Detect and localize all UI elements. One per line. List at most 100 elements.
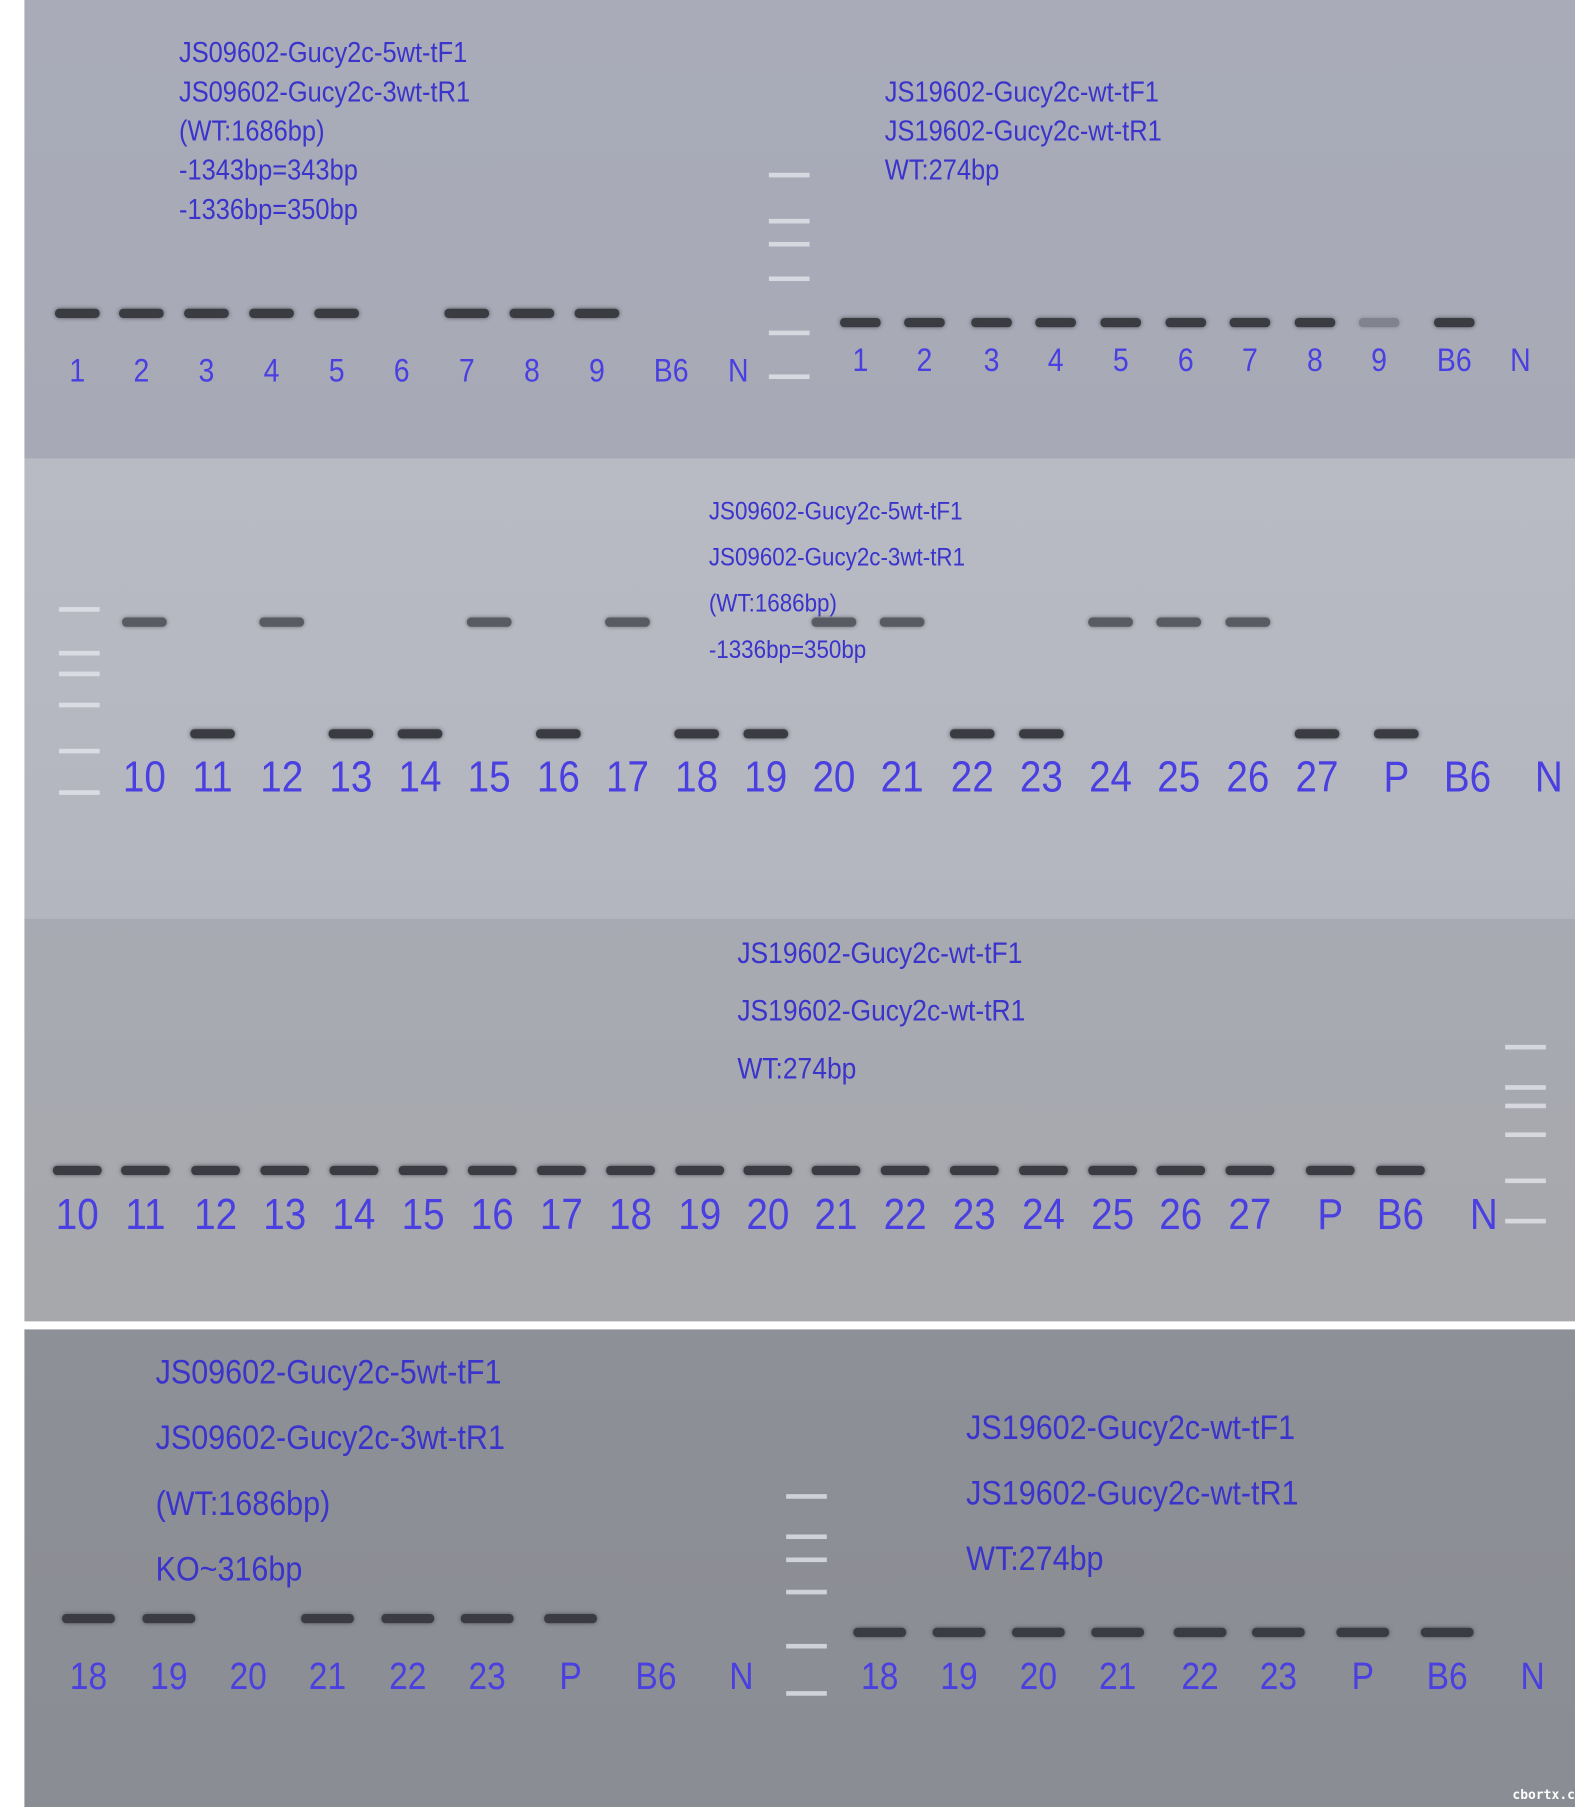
dna-band <box>301 1613 354 1624</box>
ladder-band <box>1505 1103 1546 1109</box>
primer-annotation: JS19602-Gucy2c-wt-tF1 <box>966 1408 1296 1447</box>
lane-label: 15 <box>467 753 511 802</box>
ladder-band <box>768 241 810 247</box>
lane-label: 11 <box>192 753 233 802</box>
lane-label: 23 <box>1259 1654 1298 1697</box>
ladder-band <box>1505 1085 1546 1090</box>
lane-label: 5 <box>328 352 345 389</box>
gel-panel-3 <box>24 918 1575 1322</box>
dna-band <box>54 308 100 318</box>
lane-label: 26 <box>1226 753 1270 802</box>
dna-band <box>1433 317 1475 328</box>
dna-band <box>191 1165 241 1176</box>
lane-label: P <box>1383 753 1410 802</box>
dna-band <box>840 317 881 328</box>
lane-label: P <box>1317 1191 1344 1240</box>
dna-band <box>1035 317 1076 328</box>
dna-band <box>1100 317 1142 328</box>
primer-annotation: JS09602-Gucy2c-3wt-tR1 <box>178 76 471 109</box>
ladder-band <box>768 374 810 380</box>
dna-band <box>1091 1627 1145 1637</box>
dna-band <box>1373 729 1419 739</box>
lane-label: N <box>729 1654 754 1697</box>
dna-band <box>142 1613 196 1624</box>
dna-band <box>1294 317 1336 328</box>
ladder-band <box>58 671 100 677</box>
ladder-band <box>1505 1178 1546 1184</box>
dna-band <box>880 1165 930 1176</box>
dna-band <box>879 617 925 627</box>
gel-panel-4 <box>24 1329 1575 1807</box>
primer-annotation: WT:274bp <box>737 1050 857 1086</box>
lane-label: 1 <box>852 342 869 378</box>
ladder-band <box>786 1691 827 1696</box>
lane-label: 6 <box>1177 342 1194 378</box>
dna-band <box>1225 617 1271 627</box>
lane-label: N <box>1520 1654 1545 1697</box>
primer-annotation: JS19602-Gucy2c-wt-tR1 <box>884 115 1162 148</box>
lane-label: 20 <box>229 1654 267 1697</box>
primer-annotation: -1336bp=350bp <box>708 634 867 664</box>
ladder-band <box>1505 1218 1546 1224</box>
dna-band <box>314 308 360 318</box>
dna-band <box>184 308 229 318</box>
lane-label: 3 <box>983 342 1000 378</box>
lane-label: 22 <box>389 1654 427 1697</box>
lane-label: N <box>1534 753 1563 802</box>
dna-band <box>605 617 650 627</box>
lane-label: 2 <box>916 342 933 378</box>
dna-band <box>1019 1165 1068 1176</box>
lane-label: 27 <box>1295 753 1339 802</box>
dna-band <box>949 1165 999 1176</box>
ladder-band <box>58 748 100 754</box>
primer-annotation: JS09602-Gucy2c-3wt-tR1 <box>708 542 966 572</box>
lane-label: B6 <box>1443 753 1492 802</box>
ladder-band <box>58 790 100 795</box>
ladder-band <box>786 1534 827 1540</box>
lane-label: 9 <box>1371 342 1387 378</box>
lane-label: 11 <box>125 1191 166 1240</box>
primer-annotation: KO~316bp <box>155 1550 303 1589</box>
lane-label: 21 <box>880 753 924 802</box>
dna-band <box>259 617 305 627</box>
dna-band <box>397 729 443 739</box>
ladder-band <box>1505 1132 1546 1138</box>
ladder-band <box>768 330 810 336</box>
lane-label: 7 <box>458 352 475 389</box>
primer-annotation: JS19602-Gucy2c-wt-tF1 <box>737 935 1023 970</box>
primer-annotation: -1336bp=350bp <box>178 193 358 226</box>
lane-label: 6 <box>393 352 410 389</box>
dna-band <box>190 729 235 739</box>
dna-band <box>949 729 995 739</box>
lane-label: B6 <box>1426 1654 1468 1697</box>
dna-band <box>674 729 720 739</box>
primer-annotation: WT:274bp <box>966 1540 1104 1579</box>
lane-label: 19 <box>678 1191 722 1240</box>
primer-annotation: (WT:1686bp) <box>708 588 837 618</box>
lane-label: 19 <box>150 1654 188 1697</box>
lane-label: 12 <box>194 1191 238 1240</box>
ladder-band <box>768 172 810 178</box>
dna-band <box>1376 1165 1425 1176</box>
primer-annotation: JS09602-Gucy2c-5wt-tF1 <box>178 36 468 70</box>
dna-band <box>1011 1627 1065 1637</box>
lane-label: 24 <box>1021 1191 1065 1240</box>
dna-band <box>1156 1165 1206 1176</box>
lane-label: 25 <box>1157 753 1201 802</box>
lane-label: 22 <box>883 1191 927 1240</box>
gel-panel-2 <box>24 458 1575 919</box>
lane-label: N <box>728 352 749 389</box>
primer-annotation: JS19602-Gucy2c-wt-tR1 <box>966 1474 1299 1513</box>
dna-band <box>1358 317 1400 328</box>
dna-band <box>509 308 555 318</box>
dna-band <box>1294 729 1340 739</box>
lane-label: 13 <box>329 753 373 802</box>
primer-annotation: -1343bp=343bp <box>178 154 358 187</box>
lane-label: 21 <box>1099 1654 1137 1697</box>
dna-band <box>574 308 620 318</box>
dna-band <box>1305 1165 1355 1176</box>
lane-label: 18 <box>609 1191 653 1240</box>
lane-label: N <box>1510 342 1531 378</box>
lane-label: 22 <box>1181 1654 1219 1697</box>
ladder-band <box>58 607 100 612</box>
